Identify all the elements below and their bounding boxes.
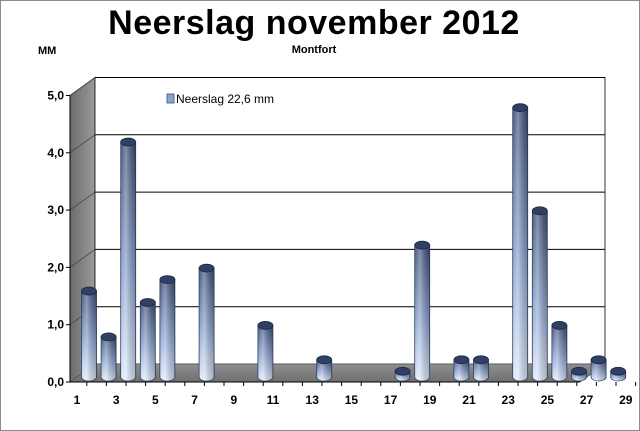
x-tick-label: 25 xyxy=(541,393,555,407)
bar-top xyxy=(531,206,548,216)
bar-top xyxy=(159,275,176,284)
bar-day-7 xyxy=(198,263,215,382)
bar-day-5 xyxy=(159,275,176,382)
x-tick-label: 11 xyxy=(267,393,280,407)
legend-label: Neerslag 22,6 mm xyxy=(176,92,274,106)
bar-day-2 xyxy=(100,332,117,382)
bar-top xyxy=(610,366,627,376)
bar-day-28 xyxy=(610,366,627,382)
bar-day-3 xyxy=(120,137,137,382)
bar-day-21 xyxy=(473,355,489,382)
gridline-side xyxy=(69,134,96,154)
bar-shade xyxy=(591,359,607,381)
bar-day-23 xyxy=(512,103,529,382)
x-tick-label: 29 xyxy=(619,393,633,407)
bar-top xyxy=(590,355,607,365)
bar-shade xyxy=(473,359,489,381)
gridline-side xyxy=(69,191,96,211)
bar-top xyxy=(394,366,411,376)
bar-top xyxy=(316,355,333,365)
bar-day-26 xyxy=(571,366,587,382)
bar-top xyxy=(414,240,431,250)
bar-shade xyxy=(512,107,528,381)
bar-shade xyxy=(199,268,215,381)
y-axis-label: MM xyxy=(38,45,57,57)
bar-shade xyxy=(81,291,97,381)
bar-shade xyxy=(101,336,117,381)
x-tick-label: 19 xyxy=(423,393,437,407)
x-tick-label: 23 xyxy=(502,393,516,407)
bar-top xyxy=(120,137,137,147)
bar-shade xyxy=(532,210,548,381)
bar-top xyxy=(198,263,215,273)
bar-shade xyxy=(316,359,332,381)
x-tick-label: 9 xyxy=(230,393,237,407)
bar-top xyxy=(512,103,529,113)
bar-day-17 xyxy=(394,366,411,382)
bar-top xyxy=(551,321,568,330)
bar-top xyxy=(81,286,97,296)
bar-day-20 xyxy=(453,355,470,382)
gridline-side xyxy=(69,249,96,268)
bar-day-10 xyxy=(257,321,274,382)
bar-shade xyxy=(453,359,469,381)
x-tick-label: 1 xyxy=(74,393,81,407)
y-tick-label: 2,0 xyxy=(47,260,64,274)
chart-subtitle: Montfort xyxy=(291,44,337,56)
bar-shade xyxy=(414,245,430,381)
y-tick-label: 3,0 xyxy=(47,203,64,217)
y-tick-label: 4,0 xyxy=(47,146,64,160)
bar-day-24 xyxy=(531,206,548,382)
x-tick-label: 7 xyxy=(191,393,198,407)
bar-shade xyxy=(551,325,567,381)
bar-top xyxy=(100,332,117,342)
y-tick-label: 5,0 xyxy=(47,89,64,103)
legend-swatch xyxy=(166,93,175,104)
gridline-side xyxy=(69,77,96,96)
x-tick-label: 3 xyxy=(113,393,120,407)
bar-day-1 xyxy=(81,286,97,382)
bar-top xyxy=(571,366,587,376)
bar-top xyxy=(473,355,489,365)
bar-top xyxy=(139,298,156,307)
x-tick-label: 27 xyxy=(580,393,594,407)
bar-day-18 xyxy=(414,240,431,382)
y-tick-label: 1,0 xyxy=(47,318,64,332)
bar-shade xyxy=(159,279,175,381)
bar-day-27 xyxy=(590,355,607,382)
x-tick-label: 13 xyxy=(306,393,320,407)
bar-shade xyxy=(120,142,136,381)
x-tick-label: 5 xyxy=(152,393,159,407)
bar-shade xyxy=(140,302,156,381)
y-tick-label: 0,0 xyxy=(47,375,64,389)
bar-shade xyxy=(257,325,273,381)
bar-day-25 xyxy=(551,321,568,382)
x-tick-label: 15 xyxy=(345,393,359,407)
bar-top xyxy=(453,355,470,365)
x-tick-label: 17 xyxy=(384,393,398,407)
bar-day-13 xyxy=(316,355,333,382)
chart-title: Neerslag november 2012 xyxy=(108,4,520,42)
x-tick-label: 21 xyxy=(462,393,476,407)
bar-day-4 xyxy=(139,298,156,382)
bar-top xyxy=(257,321,274,330)
